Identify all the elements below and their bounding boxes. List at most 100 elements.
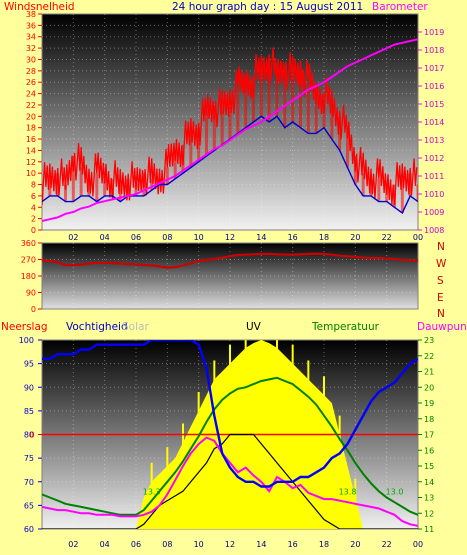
x-tick-label: 08 (162, 233, 172, 242)
wind-direction-line (42, 252, 418, 269)
barometer-axis-tick-label: 1014 (424, 118, 444, 127)
x-tick-label: 16 (288, 540, 298, 549)
x-tick-label: 04 (100, 233, 110, 242)
humidity-axis-tick-label: 100 (19, 336, 34, 345)
wind-axis-tick-label: 8 (31, 181, 36, 190)
wind-axis-title: Windsnelheid (4, 1, 75, 13)
temperature-axis-tick-label: 22 (424, 352, 434, 361)
bottom-panel-series: 13.3 13.8 13.0 (42, 340, 418, 529)
temperature-line (42, 376, 418, 516)
direction-axis-tick-label: 180 (21, 272, 36, 281)
wind-axis-tick-label: 0 (31, 226, 36, 235)
x-tick-label: 06 (131, 233, 141, 242)
temperature-axis-tick-label: 15 (424, 462, 434, 471)
barometer-axis-tick-label: 1010 (424, 190, 444, 199)
barometer-line (42, 38, 418, 222)
barometer-axis-tick-label: 1009 (424, 208, 444, 217)
x-tick-label: 10 (194, 540, 204, 549)
humidity-axis-tick-label: 70 (24, 478, 34, 487)
humidity-line (42, 340, 418, 488)
dewpoint-line (42, 436, 418, 527)
x-tick-label: 18 (319, 540, 329, 549)
temperature-axis-tick-label: 16 (424, 446, 434, 455)
direction-letter-w: W (436, 258, 447, 270)
wind-axis-tick-label: 6 (31, 192, 36, 201)
temperature-annotation: 13.8 (339, 487, 357, 496)
x-tick-label: 02 (68, 540, 78, 549)
direction-letter-s: S (437, 275, 444, 287)
temperature-axis-tick-label: 17 (424, 431, 434, 440)
humidity-axis-tick-label: 60 (24, 525, 34, 534)
x-tick-label: 22 (382, 540, 392, 549)
barometer-axis-tick-label: 1008 (424, 226, 444, 235)
barometer-axis-tick-label: 1011 (424, 172, 444, 181)
chart-title: 24 hour graph day : 15 August 2011 (172, 1, 363, 13)
wind-axis-tick-label: 18 (26, 124, 36, 133)
axis-ticks: 0202040406060808101012121414161618182020… (19, 10, 445, 549)
x-tick-label: 10 (194, 233, 204, 242)
humidity-axis-tick-label: 85 (24, 407, 34, 416)
temperature-annotation: 13.0 (386, 487, 404, 496)
direction-letter-n-top: N (437, 241, 445, 253)
x-tick-label: 14 (256, 540, 266, 549)
x-tick-label: 02 (68, 233, 78, 242)
wind-axis-tick-label: 12 (26, 158, 36, 167)
x-tick-label: 08 (162, 540, 172, 549)
wind-axis-tick-label: 14 (26, 146, 36, 155)
rain-axis-title: Neerslag (1, 321, 48, 333)
humidity-axis-title: Vochtigheid (66, 321, 128, 333)
x-tick-label: 18 (319, 233, 329, 242)
temperature-axis-tick-label: 18 (424, 415, 434, 424)
direction-axis-tick-label: 90 (26, 289, 36, 298)
rain-axis-zero-label: 0 (29, 431, 34, 440)
x-tick-label: 16 (288, 233, 298, 242)
wind-axis-tick-label: 38 (26, 10, 36, 19)
wind-axis-tick-label: 30 (26, 55, 36, 64)
barometer-axis-tick-label: 1016 (424, 82, 444, 91)
direction-panel-background (41, 242, 419, 310)
wind-axis-tick-label: 22 (26, 101, 36, 110)
direction-axis-tick-label: 270 (21, 256, 36, 265)
x-tick-label: 20 (350, 233, 360, 242)
x-tick-label: 12 (225, 540, 235, 549)
humidity-axis-tick-label: 95 (24, 360, 34, 369)
direction-letter-e: E (437, 292, 444, 304)
temperature-axis-tick-label: 11 (424, 525, 434, 534)
x-tick-label: 20 (350, 540, 360, 549)
temperature-axis-title: Temperatuur (311, 321, 380, 333)
direction-panel-grid (42, 243, 418, 309)
temperature-axis-tick-label: 13 (424, 494, 434, 503)
humidity-axis-tick-label: 65 (24, 501, 34, 510)
x-tick-label: 14 (256, 233, 266, 242)
x-tick-label: 00 (413, 233, 423, 242)
barometer-axis-title: Barometer (372, 1, 428, 13)
x-tick-label: 12 (225, 233, 235, 242)
x-tick-label: 22 (382, 233, 392, 242)
direction-axis-tick-label: 360 (21, 239, 36, 248)
wind-axis-tick-label: 36 (26, 21, 36, 30)
wind-axis-tick-label: 2 (31, 215, 36, 224)
x-tick-label: 04 (100, 540, 110, 549)
x-tick-label: 00 (413, 540, 423, 549)
direction-axis-tick-label: 0 (31, 305, 36, 314)
temperature-axis-tick-label: 20 (424, 383, 434, 392)
direction-panel-series (42, 252, 418, 269)
wind-axis-tick-label: 10 (26, 169, 36, 178)
temperature-axis-tick-label: 19 (424, 399, 434, 408)
solar-line (42, 433, 418, 529)
humidity-axis-tick-label: 80 (24, 431, 34, 440)
wind-axis-tick-label: 28 (26, 67, 36, 76)
wind-panel-series (42, 38, 418, 222)
barometer-axis-tick-label: 1015 (424, 100, 444, 109)
barometer-axis-tick-label: 1013 (424, 136, 444, 145)
barometer-axis-tick-label: 1018 (424, 46, 444, 55)
wind-axis-tick-label: 20 (26, 112, 36, 121)
humidity-axis-tick-label: 90 (24, 383, 34, 392)
wind-axis-tick-label: 34 (26, 33, 36, 42)
barometer-axis-tick-label: 1017 (424, 64, 444, 73)
wind-axis-tick-label: 24 (26, 90, 36, 99)
dewpoint-axis-title: Dauwpunt (417, 321, 467, 333)
direction-letter-n-bottom: N (437, 308, 445, 320)
